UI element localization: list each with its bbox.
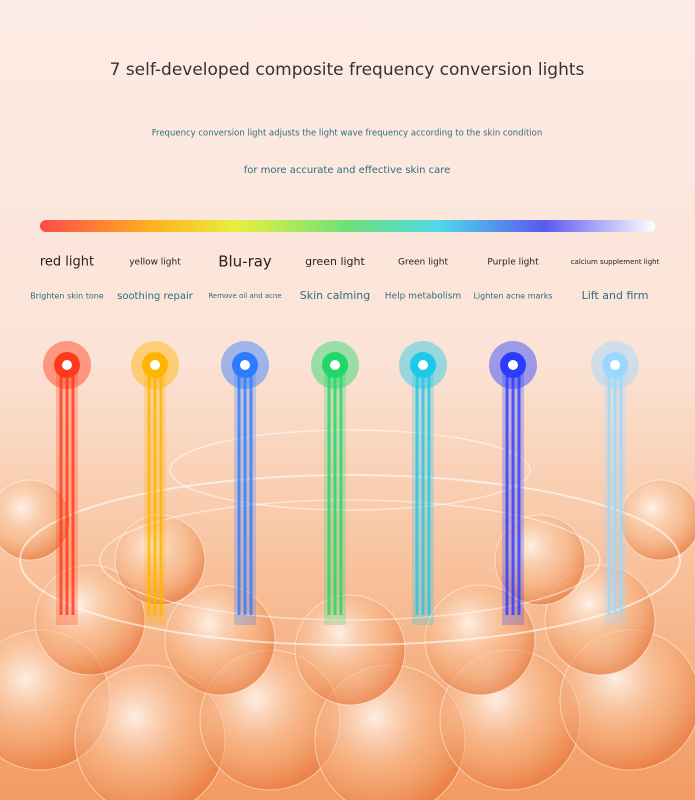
light-effect: Lighten acne marks	[473, 292, 552, 301]
light-core	[240, 360, 250, 370]
title: 7 self-developed composite frequency con…	[110, 60, 585, 80]
beam	[505, 365, 509, 615]
spectrum-bar	[40, 220, 655, 232]
light-name: Blu-ray	[218, 253, 272, 271]
light-effect: Help metabolism	[385, 292, 461, 302]
beam	[249, 365, 253, 615]
bubble	[619, 479, 695, 561]
beam	[607, 365, 611, 615]
bubbles	[0, 479, 695, 800]
ring	[169, 429, 531, 511]
beam-glow	[144, 365, 166, 625]
beam	[619, 365, 623, 615]
beam-glow	[56, 365, 78, 625]
light-core	[62, 360, 72, 370]
subtitle: Frequency conversion light adjusts the l…	[152, 129, 542, 139]
beam	[339, 365, 343, 615]
beam-glow	[234, 365, 256, 625]
subtitle: for more accurate and effective skin car…	[244, 165, 451, 176]
light-core	[150, 360, 160, 370]
beam	[511, 365, 515, 615]
beam	[327, 365, 331, 615]
light-name: Purple light	[487, 258, 539, 268]
light-effect: Skin calming	[300, 289, 370, 302]
beam	[333, 365, 337, 615]
beam	[613, 365, 617, 615]
beam	[59, 365, 63, 615]
beam	[147, 365, 151, 615]
bubble	[544, 564, 656, 676]
light-effect: Brighten skin tone	[30, 292, 104, 301]
beam	[71, 365, 75, 615]
beam-glow	[324, 365, 346, 625]
light-name: yellow light	[129, 258, 181, 268]
beam-glow	[412, 365, 434, 625]
light-name: Green light	[398, 258, 449, 268]
beam	[517, 365, 521, 615]
beam	[237, 365, 241, 615]
light-effect: soothing repair	[117, 291, 194, 302]
beam	[427, 365, 431, 615]
light-effect: Remove oil and acne	[208, 292, 281, 300]
light-core	[610, 360, 620, 370]
light-name: green light	[305, 255, 365, 268]
bubble	[0, 479, 71, 561]
lights: red light Brighten skin tone yellow light s…	[30, 253, 660, 625]
light-effect: Lift and firm	[582, 289, 649, 302]
beam	[415, 365, 419, 615]
ring	[99, 499, 601, 621]
bubble	[294, 594, 406, 706]
beam	[421, 365, 425, 615]
bubble	[164, 584, 276, 696]
beam	[153, 365, 157, 615]
beam-glow	[502, 365, 524, 625]
light-core	[418, 360, 428, 370]
ring	[19, 474, 681, 646]
light-name: calcium supplement light	[571, 258, 660, 266]
beam	[243, 365, 247, 615]
light-name: red light	[40, 255, 94, 270]
beam-glow	[604, 365, 626, 625]
light-core	[508, 360, 518, 370]
beam	[65, 365, 69, 615]
beam	[159, 365, 163, 615]
light-core	[330, 360, 340, 370]
